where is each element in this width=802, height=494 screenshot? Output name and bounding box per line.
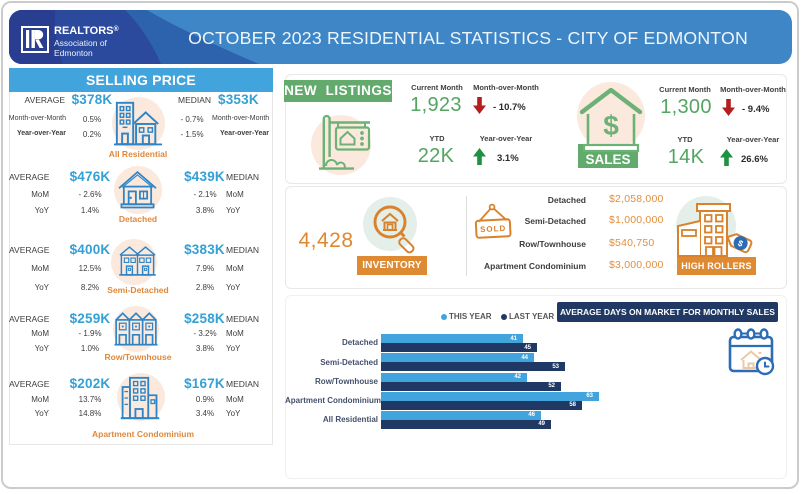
svg-text:SOLD: SOLD (480, 224, 507, 234)
svg-text:$: $ (736, 238, 745, 249)
svg-text:$: $ (603, 110, 619, 141)
